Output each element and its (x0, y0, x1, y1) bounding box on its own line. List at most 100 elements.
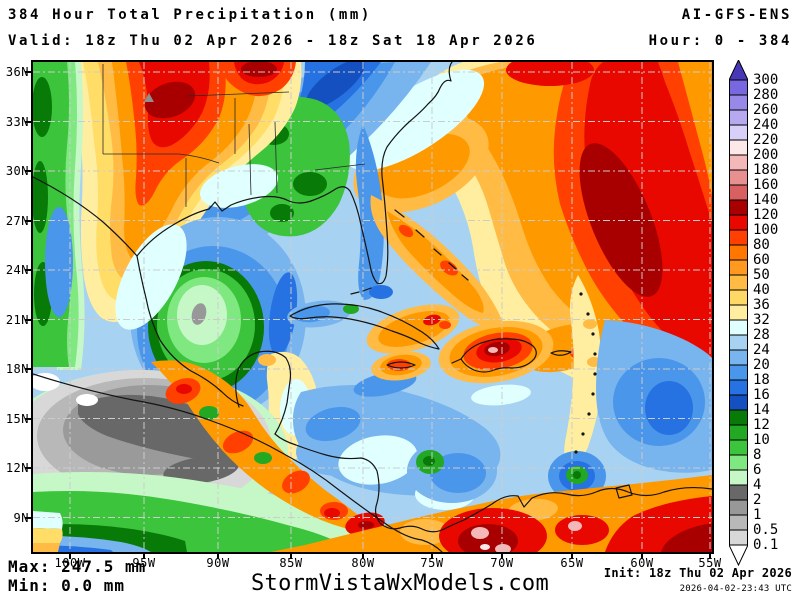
lat-label: 9N (13, 510, 29, 525)
colorbar-label: 36 (753, 297, 770, 313)
colorbar-label: 50 (753, 267, 770, 283)
lon-tick (143, 554, 145, 559)
colorbar-cell (729, 274, 748, 291)
colorbar-cell (729, 394, 748, 411)
colorbar-label: 180 (753, 162, 779, 178)
lon-tick (571, 554, 573, 559)
lon-label: 95W (132, 556, 156, 570)
generated-timestamp: 2026-04-02-23:43 UTC (679, 584, 792, 594)
colorbar-bottom-arrow-icon (729, 544, 748, 566)
lat-tick (25, 368, 31, 370)
lon-tick (501, 554, 503, 559)
colorbar-label: 260 (753, 102, 779, 118)
colorbar-label: 160 (753, 177, 779, 193)
colorbar-label: 200 (753, 147, 779, 163)
colorbar-label: 40 (753, 282, 770, 298)
lon-tick (362, 554, 364, 559)
colorbar-label: 14 (753, 402, 770, 418)
lat-label: 18N (5, 362, 29, 376)
model-name: AI-GFS-ENS (681, 7, 792, 23)
colorbar-label: 2 (753, 492, 762, 508)
colorbar-cell (729, 199, 748, 216)
colorbar-cell (729, 214, 748, 231)
colorbar-label: 18 (753, 372, 770, 388)
lon-label: 75W (420, 556, 444, 570)
lat-lon-gridlines (33, 62, 712, 552)
colorbar-cell (729, 244, 748, 261)
colorbar-cell (729, 409, 748, 426)
valid-range: Valid: 18z Thu 02 Apr 2026 - 18z Sat 18 … (8, 33, 538, 49)
lon-tick (641, 554, 643, 559)
colorbar-cell (729, 529, 748, 546)
colorbar-label: 24 (753, 342, 770, 358)
colorbar-label: 220 (753, 132, 779, 148)
colorbar-cell (729, 79, 748, 96)
forecast-hour-range: Hour: 0 - 384 (648, 33, 792, 49)
colorbar-cell (729, 349, 748, 366)
colorbar-label: 28 (753, 327, 770, 343)
colorbar-label: 10 (753, 432, 770, 448)
lon-tick (431, 554, 433, 559)
colorbar-cell (729, 304, 748, 321)
lat-label: 33N (5, 114, 29, 129)
colorbar-cell (729, 484, 748, 501)
max-value-label: Max: 247.5 mm (8, 557, 147, 576)
lat-tick (25, 269, 31, 271)
colorbar-label: 120 (753, 207, 779, 223)
colorbar (729, 60, 748, 566)
lon-label: 60W (630, 556, 654, 570)
colorbar-cell (729, 289, 748, 306)
colorbar-label: 16 (753, 387, 770, 403)
colorbar-label: 20 (753, 357, 770, 373)
lat-tick (25, 318, 31, 321)
lat-label: 21N (5, 312, 29, 327)
colorbar-cell (729, 454, 748, 471)
colorbar-label: 100 (753, 222, 779, 238)
lon-label: 55W (698, 556, 722, 570)
lon-tick (69, 554, 71, 559)
coastlines (33, 62, 712, 552)
colorbar-cell (729, 169, 748, 186)
colorbar-cell (729, 469, 748, 486)
colorbar-label: 280 (753, 87, 779, 103)
lat-tick (25, 170, 31, 172)
colorbar-label: 8 (753, 447, 762, 463)
colorbar-cell (729, 139, 748, 156)
colorbar-label: 6 (753, 462, 762, 478)
map-frame (31, 60, 714, 554)
precipitation-map (33, 62, 712, 552)
colorbar-label: 1 (753, 507, 762, 523)
lon-label: 70W (490, 556, 514, 570)
lat-tick (25, 417, 31, 420)
colorbar-label: 0.5 (753, 522, 779, 538)
init-time-label: Init: 18z Thu 02 Apr 2026 (603, 566, 792, 580)
lon-label: 90W (206, 556, 230, 570)
colorbar-label: 12 (753, 417, 770, 433)
colorbar-label: 240 (753, 117, 779, 133)
lat-tick (25, 219, 31, 222)
lat-tick (25, 120, 31, 123)
lat-label: 12N (5, 461, 29, 475)
lat-label: 36N (5, 65, 29, 79)
colorbar-cell (729, 364, 748, 381)
colorbar-label: 80 (753, 237, 770, 253)
lat-tick (25, 467, 31, 469)
colorbar-cell (729, 514, 748, 531)
lon-label: 100W (54, 556, 86, 570)
colorbar-cell (729, 334, 748, 351)
lat-tick (25, 71, 31, 73)
lon-tick (290, 554, 292, 559)
colorbar-label: 32 (753, 312, 770, 328)
lat-label: 24N (5, 263, 29, 277)
colorbar-label: 300 (753, 72, 779, 88)
lon-label: 65W (560, 556, 584, 570)
colorbar-label: 4 (753, 477, 762, 493)
colorbar-top-arrow-icon (729, 60, 748, 81)
colorbar-cell (729, 424, 748, 441)
lat-label: 27N (5, 213, 29, 228)
lon-tick (217, 554, 219, 559)
colorbar-cell (729, 379, 748, 396)
colorbar-cell (729, 94, 748, 111)
colorbar-cell (729, 259, 748, 276)
